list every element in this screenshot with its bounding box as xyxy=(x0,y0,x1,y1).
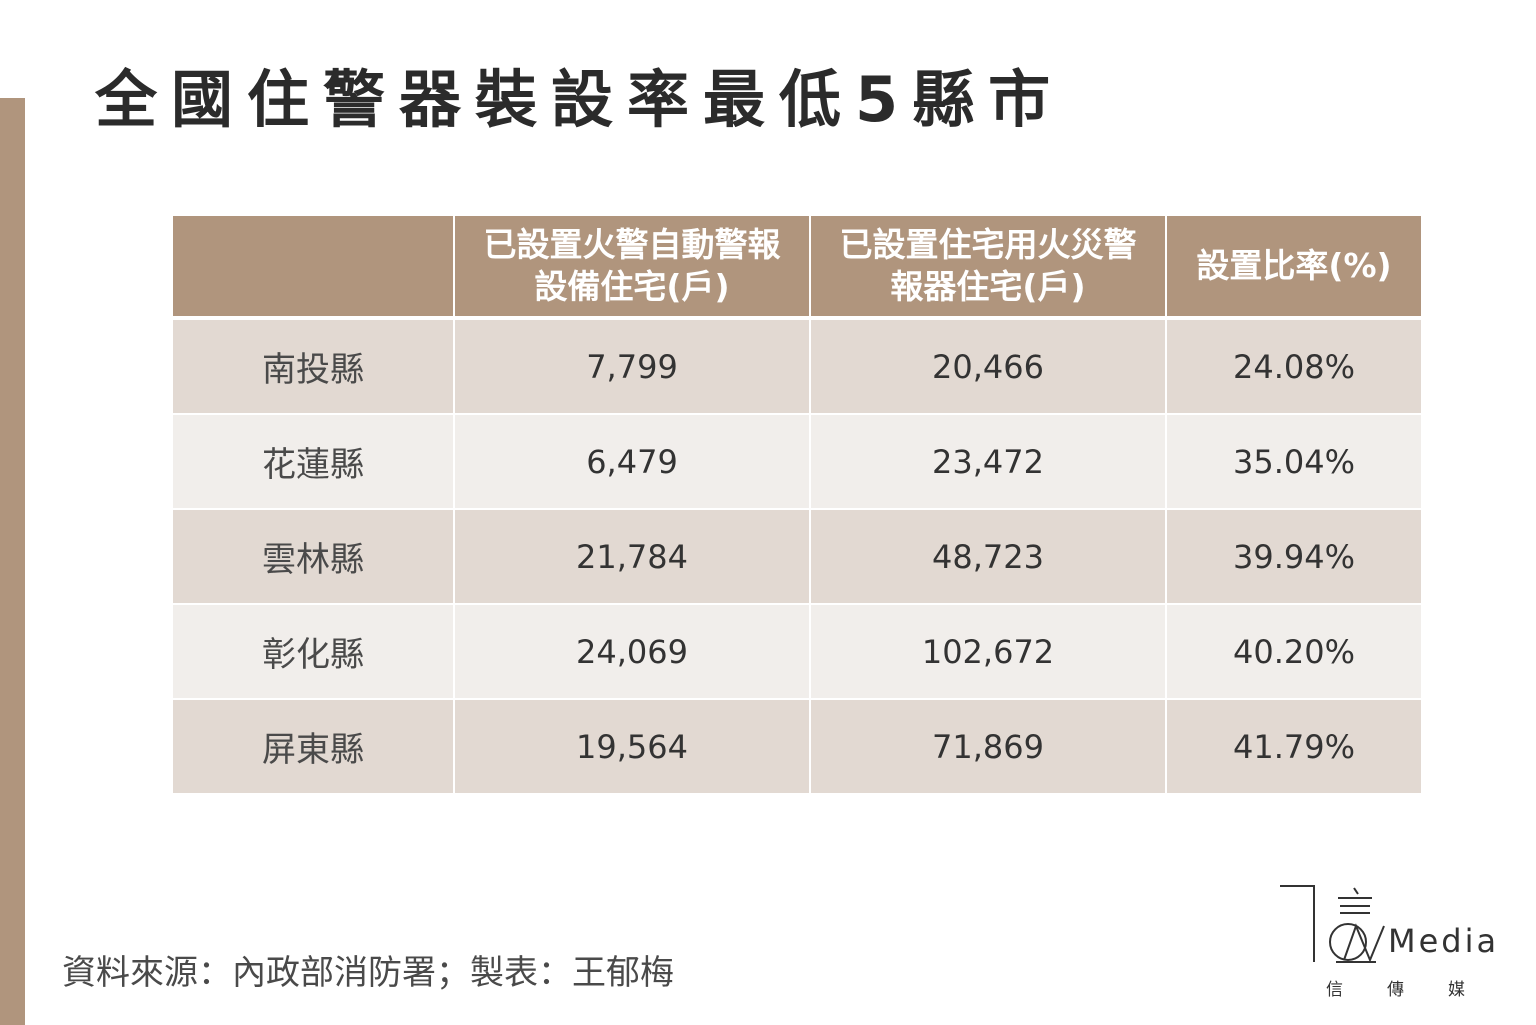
cell-county: 南投縣 xyxy=(173,318,455,415)
table-row: 屏東縣 19,564 71,869 41.79% xyxy=(173,699,1421,795)
header-residential-alarm-line2: 報器住宅(戶) xyxy=(890,267,1086,306)
cell-county: 屏東縣 xyxy=(173,699,455,795)
header-auto-alarm-line1: 已設置火警自動警報 xyxy=(483,225,781,264)
cell-residential-alarm: 20,466 xyxy=(810,318,1167,415)
table-row: 彰化縣 24,069 102,672 40.20% xyxy=(173,604,1421,700)
cell-rate: 35.04% xyxy=(1166,414,1421,510)
table-row: 雲林縣 21,784 48,723 39.94% xyxy=(173,509,1421,605)
table-header-row: 已設置火警自動警報 設備住宅(戶) 已設置住宅用火災警 報器住宅(戶) 設置比率… xyxy=(173,216,1421,320)
header-residential-alarm: 已設置住宅用火災警 報器住宅(戶) xyxy=(810,216,1167,320)
header-rate: 設置比率(%) xyxy=(1166,216,1421,320)
page-title: 全國住警器裝設率最低5縣市 xyxy=(95,63,1065,136)
header-auto-alarm: 已設置火警自動警報 設備住宅(戶) xyxy=(454,216,811,320)
cell-residential-alarm: 23,472 xyxy=(810,414,1167,510)
cell-rate: 41.79% xyxy=(1166,699,1421,795)
cell-rate: 40.20% xyxy=(1166,604,1421,700)
cell-county: 彰化縣 xyxy=(173,604,455,700)
cell-auto-alarm: 24,069 xyxy=(454,604,811,700)
logo-subtitle: 信傳媒 xyxy=(1326,980,1509,1000)
header-residential-alarm-line1: 已設置住宅用火災警 xyxy=(839,225,1137,264)
cell-auto-alarm: 6,479 xyxy=(454,414,811,510)
cell-residential-alarm: 102,672 xyxy=(810,604,1167,700)
logo-wordmark: Media xyxy=(1388,922,1500,960)
cell-residential-alarm: 71,869 xyxy=(810,699,1167,795)
cell-residential-alarm: 48,723 xyxy=(810,509,1167,605)
header-county xyxy=(173,216,455,320)
cell-auto-alarm: 21,784 xyxy=(454,509,811,605)
cell-rate: 39.94% xyxy=(1166,509,1421,605)
side-accent-bar xyxy=(0,98,25,1025)
header-auto-alarm-line2: 設備住宅(戶) xyxy=(534,267,730,306)
cell-rate: 24.08% xyxy=(1166,318,1421,415)
source-note: 資料來源：內政部消防署；製表：王郁梅 xyxy=(62,953,674,993)
cell-auto-alarm: 19,564 xyxy=(454,699,811,795)
table-row: 南投縣 7,799 20,466 24.08% xyxy=(173,318,1421,415)
table-row: 花蓮縣 6,479 23,472 35.04% xyxy=(173,414,1421,510)
cell-county: 雲林縣 xyxy=(173,509,455,605)
logo: Media 信傳媒 xyxy=(1276,880,1496,1000)
cell-county: 花蓮縣 xyxy=(173,414,455,510)
data-table: 已設置火警自動警報 設備住宅(戶) 已設置住宅用火災警 報器住宅(戶) 設置比率… xyxy=(173,216,1421,795)
cell-auto-alarm: 7,799 xyxy=(454,318,811,415)
logo-mark-icon xyxy=(1280,885,1385,963)
